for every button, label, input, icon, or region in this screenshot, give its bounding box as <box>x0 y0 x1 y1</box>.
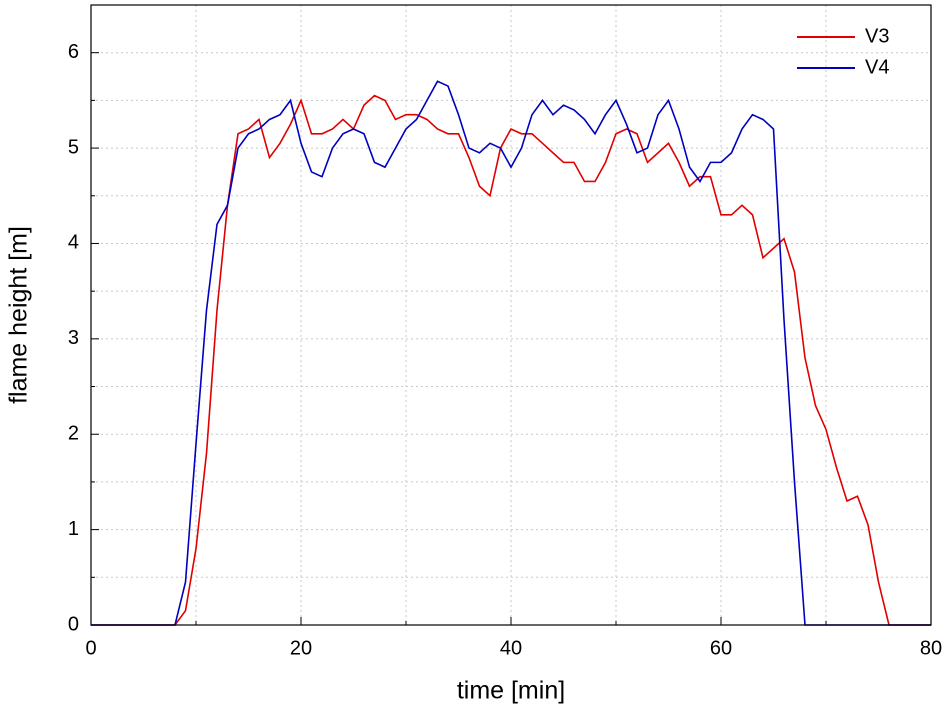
x-tick-label: 20 <box>290 637 312 659</box>
x-axis-label: time [min] <box>457 677 565 705</box>
x-tick-label: 0 <box>85 637 96 659</box>
data-line <box>91 94 931 626</box>
y-tick-label: 6 <box>68 41 79 63</box>
y-tick-label: 3 <box>68 327 79 349</box>
legend-label: V4 <box>865 56 889 78</box>
y-tick-label: 2 <box>68 423 79 445</box>
x-tick-label: 60 <box>710 637 732 659</box>
y-tick-label: 0 <box>68 613 79 635</box>
y-tick-label: 4 <box>68 232 79 254</box>
y-tick-label: 5 <box>68 136 79 158</box>
y-axis-label: flame height [m] <box>5 226 33 404</box>
plot-frame <box>90 4 932 626</box>
x-tick-label: 40 <box>500 637 522 659</box>
x-tick-label: 80 <box>920 637 942 659</box>
legend-label: V3 <box>865 25 889 47</box>
y-tick-label: 1 <box>68 518 79 540</box>
data-line <box>91 80 931 626</box>
